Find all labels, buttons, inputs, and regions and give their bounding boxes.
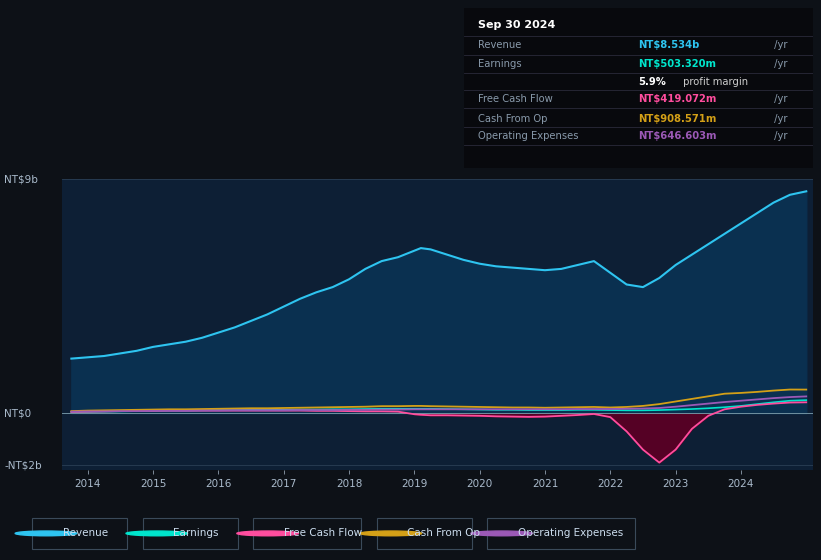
Circle shape (16, 531, 77, 536)
Text: Revenue: Revenue (62, 529, 108, 538)
Text: /yr: /yr (771, 95, 787, 104)
Text: 5.9%: 5.9% (639, 77, 666, 87)
Text: Earnings: Earnings (173, 529, 219, 538)
Text: NT$8.534b: NT$8.534b (639, 40, 699, 50)
Text: Earnings: Earnings (478, 59, 521, 69)
Text: profit margin: profit margin (680, 77, 748, 87)
Text: /yr: /yr (771, 114, 787, 124)
Text: Sep 30 2024: Sep 30 2024 (478, 20, 555, 30)
Text: NT$419.072m: NT$419.072m (639, 95, 717, 104)
Text: Operating Expenses: Operating Expenses (518, 529, 623, 538)
Text: Cash From Op: Cash From Op (478, 114, 548, 124)
Text: /yr: /yr (771, 40, 787, 50)
Circle shape (237, 531, 299, 536)
Text: NT$9b: NT$9b (4, 174, 38, 184)
Circle shape (126, 531, 188, 536)
Text: Revenue: Revenue (478, 40, 521, 50)
Circle shape (360, 531, 422, 536)
Text: /yr: /yr (771, 131, 787, 141)
Text: NT$0: NT$0 (4, 408, 31, 418)
Text: /yr: /yr (771, 59, 787, 69)
Circle shape (471, 531, 533, 536)
Text: Cash From Op: Cash From Op (407, 529, 480, 538)
Text: NT$908.571m: NT$908.571m (639, 114, 717, 124)
Text: Free Cash Flow: Free Cash Flow (478, 95, 553, 104)
Text: Operating Expenses: Operating Expenses (478, 131, 578, 141)
Text: NT$503.320m: NT$503.320m (639, 59, 717, 69)
Text: Free Cash Flow: Free Cash Flow (284, 529, 362, 538)
Text: -NT$2b: -NT$2b (4, 460, 42, 470)
Text: NT$646.603m: NT$646.603m (639, 131, 717, 141)
